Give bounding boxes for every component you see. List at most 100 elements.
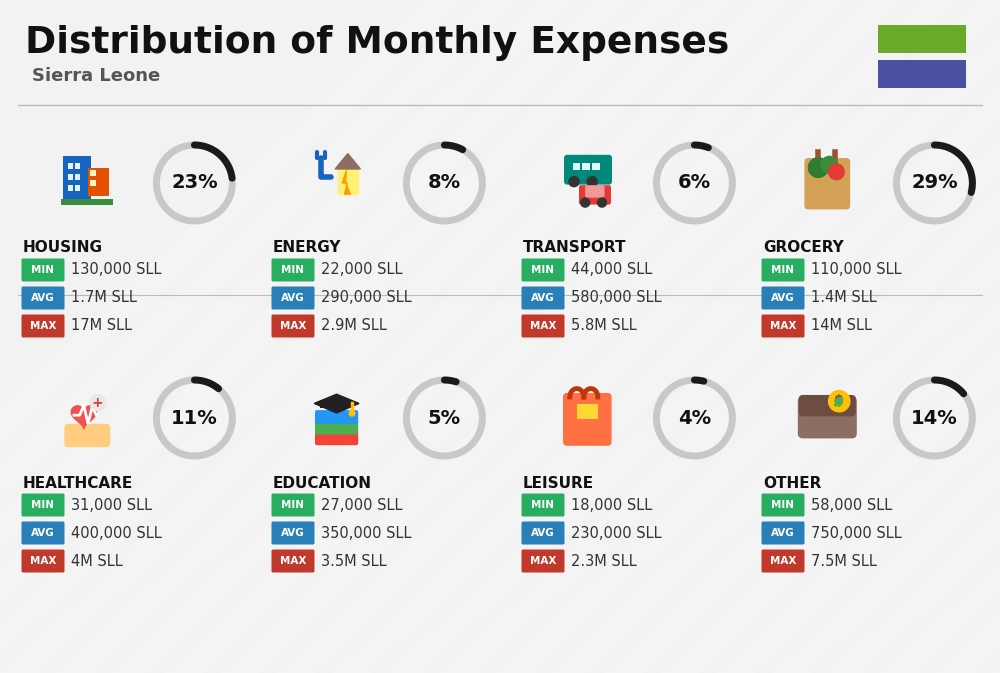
Text: 17M SLL: 17M SLL [71, 318, 132, 334]
Polygon shape [110, 0, 850, 673]
Text: MIN: MIN [32, 265, 54, 275]
Text: EDUCATION: EDUCATION [273, 476, 372, 491]
FancyBboxPatch shape [22, 258, 64, 281]
Circle shape [829, 164, 844, 180]
FancyBboxPatch shape [762, 314, 804, 337]
Polygon shape [660, 0, 1000, 673]
Circle shape [829, 390, 850, 412]
Text: MAX: MAX [530, 321, 556, 331]
FancyBboxPatch shape [64, 424, 110, 447]
Text: 6%: 6% [678, 174, 711, 192]
FancyBboxPatch shape [315, 410, 358, 424]
Text: 290,000 SLL: 290,000 SLL [321, 291, 412, 306]
FancyBboxPatch shape [582, 164, 590, 170]
FancyBboxPatch shape [61, 199, 113, 205]
FancyBboxPatch shape [762, 522, 804, 544]
FancyBboxPatch shape [579, 185, 611, 205]
FancyBboxPatch shape [563, 393, 612, 446]
Text: 4M SLL: 4M SLL [71, 553, 123, 569]
Text: 44,000 SLL: 44,000 SLL [571, 262, 652, 277]
FancyBboxPatch shape [75, 174, 80, 180]
Text: 18,000 SLL: 18,000 SLL [571, 497, 652, 513]
FancyBboxPatch shape [585, 185, 605, 198]
Text: 110,000 SLL: 110,000 SLL [811, 262, 902, 277]
Circle shape [581, 198, 590, 207]
Polygon shape [0, 0, 630, 673]
Text: 11%: 11% [171, 409, 218, 427]
FancyBboxPatch shape [75, 163, 80, 169]
FancyBboxPatch shape [22, 522, 64, 544]
Text: MAX: MAX [30, 321, 56, 331]
Text: AVG: AVG [281, 528, 305, 538]
FancyBboxPatch shape [592, 164, 600, 170]
Text: LEISURE: LEISURE [523, 476, 594, 491]
FancyBboxPatch shape [315, 421, 358, 435]
FancyBboxPatch shape [573, 164, 580, 170]
Text: 350,000 SLL: 350,000 SLL [321, 526, 412, 540]
FancyBboxPatch shape [63, 156, 91, 203]
Polygon shape [0, 0, 740, 673]
Text: AVG: AVG [31, 293, 55, 303]
FancyBboxPatch shape [762, 258, 804, 281]
Text: 2.9M SLL: 2.9M SLL [321, 318, 387, 334]
Polygon shape [0, 0, 575, 673]
FancyBboxPatch shape [22, 287, 64, 310]
Text: 22,000 SLL: 22,000 SLL [321, 262, 402, 277]
FancyBboxPatch shape [272, 549, 314, 573]
Text: MAX: MAX [530, 556, 556, 566]
Text: 750,000 SLL: 750,000 SLL [811, 526, 902, 540]
Text: 3.5M SLL: 3.5M SLL [321, 553, 387, 569]
FancyBboxPatch shape [522, 287, 564, 310]
Polygon shape [385, 0, 1000, 673]
Text: TRANSPORT: TRANSPORT [523, 240, 626, 256]
FancyBboxPatch shape [90, 170, 96, 176]
Text: AVG: AVG [281, 293, 305, 303]
Text: MAX: MAX [280, 321, 306, 331]
FancyBboxPatch shape [577, 404, 598, 419]
Polygon shape [335, 153, 360, 169]
Circle shape [598, 198, 606, 207]
Text: ENERGY: ENERGY [273, 240, 342, 256]
Polygon shape [314, 394, 359, 413]
FancyBboxPatch shape [75, 185, 80, 191]
Text: 27,000 SLL: 27,000 SLL [321, 497, 402, 513]
Polygon shape [605, 0, 1000, 673]
Text: MIN: MIN [772, 265, 794, 275]
FancyBboxPatch shape [522, 549, 564, 573]
Polygon shape [770, 0, 1000, 673]
Text: 5%: 5% [428, 409, 461, 427]
Circle shape [569, 176, 579, 186]
Text: MIN: MIN [32, 500, 54, 510]
Polygon shape [440, 0, 1000, 673]
Text: 8%: 8% [428, 174, 461, 192]
FancyBboxPatch shape [68, 185, 73, 191]
Circle shape [821, 156, 838, 173]
Polygon shape [220, 0, 960, 673]
Text: 23%: 23% [171, 174, 218, 192]
Text: MAX: MAX [770, 321, 796, 331]
FancyBboxPatch shape [320, 402, 353, 409]
Text: MAX: MAX [770, 556, 796, 566]
Polygon shape [0, 0, 685, 673]
Polygon shape [935, 0, 1000, 673]
Text: HEALTHCARE: HEALTHCARE [23, 476, 133, 491]
FancyBboxPatch shape [272, 522, 314, 544]
FancyBboxPatch shape [272, 287, 314, 310]
FancyBboxPatch shape [799, 395, 856, 417]
Polygon shape [0, 0, 465, 673]
Polygon shape [338, 169, 358, 194]
Text: 4%: 4% [678, 409, 711, 427]
Circle shape [90, 395, 106, 411]
Text: AVG: AVG [31, 528, 55, 538]
Text: 230,000 SLL: 230,000 SLL [571, 526, 662, 540]
FancyBboxPatch shape [762, 287, 804, 310]
Text: AVG: AVG [531, 528, 555, 538]
Polygon shape [275, 0, 1000, 673]
Text: HOUSING: HOUSING [23, 240, 103, 256]
Text: $: $ [834, 394, 844, 409]
Text: AVG: AVG [531, 293, 555, 303]
Text: 580,000 SLL: 580,000 SLL [571, 291, 662, 306]
FancyBboxPatch shape [68, 163, 73, 169]
Polygon shape [990, 0, 1000, 673]
FancyBboxPatch shape [22, 314, 64, 337]
